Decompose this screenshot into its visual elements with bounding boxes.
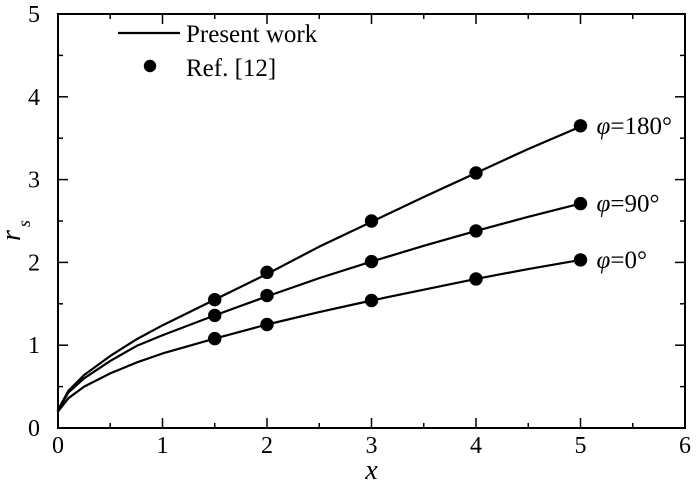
legend-point-sample — [143, 59, 157, 73]
x-axis-title: x — [364, 455, 378, 485]
ref-data-point — [469, 166, 483, 180]
curve-label-1: φ=90° — [597, 191, 660, 218]
curve-1 — [56, 202, 582, 412]
ref-data-point — [364, 293, 379, 308]
curve-2 — [56, 258, 582, 413]
curve-label-value: =90° — [610, 191, 659, 218]
y-axis-title-sub: s — [14, 220, 34, 227]
curve-label-2: φ=0° — [597, 247, 647, 274]
x-tick-label: 1 — [157, 433, 169, 459]
ref-data-point — [469, 272, 483, 286]
curve-label-0: φ=180° — [597, 113, 672, 140]
y-tick-label: 5 — [28, 2, 40, 28]
curve-label-value: =180° — [610, 113, 672, 140]
ref-data-point — [364, 254, 379, 269]
ref-data-point — [364, 214, 379, 228]
curve-label-phi: φ — [597, 247, 611, 274]
x-tick-label: 4 — [470, 433, 482, 459]
x-tick-label: 0 — [52, 433, 64, 459]
y-tick-label: 0 — [28, 416, 40, 442]
legend: Present work Ref. [12] — [118, 21, 318, 82]
legend-label-ref: Ref. [12] — [186, 55, 276, 82]
curve-label-phi: φ — [597, 113, 611, 140]
ref-data-point — [573, 119, 588, 133]
y-tick-label: 2 — [28, 250, 40, 276]
x-tick-label: 5 — [575, 433, 587, 459]
y-axis-title-main: r — [0, 230, 27, 241]
ref-data-point — [208, 292, 222, 307]
ref-data-point — [469, 224, 483, 238]
ref-data-point — [573, 253, 588, 267]
ref-data-point — [260, 317, 274, 332]
ref-points-layer — [208, 119, 588, 346]
curve-label-value: =0° — [610, 247, 647, 274]
y-axis-title: rs — [0, 220, 34, 241]
curve-0 — [56, 125, 582, 411]
ref-data-point — [208, 308, 222, 323]
ref-data-point — [208, 331, 222, 346]
ref-data-point — [260, 288, 274, 303]
y-tick-label: 4 — [28, 85, 40, 111]
y-tick-label: 1 — [28, 333, 40, 359]
legend-label-present-work: Present work — [186, 21, 318, 48]
x-tick-label: 2 — [261, 433, 273, 459]
ref-data-point — [573, 196, 588, 211]
y-tick-label: 3 — [28, 168, 40, 194]
curves-layer: φ=180°φ=90°φ=0° — [56, 113, 672, 413]
ref-data-point — [260, 265, 274, 280]
curve-label-phi: φ — [597, 191, 611, 218]
x-tick-label: 6 — [679, 433, 691, 459]
x-tick-label: 3 — [366, 433, 378, 459]
